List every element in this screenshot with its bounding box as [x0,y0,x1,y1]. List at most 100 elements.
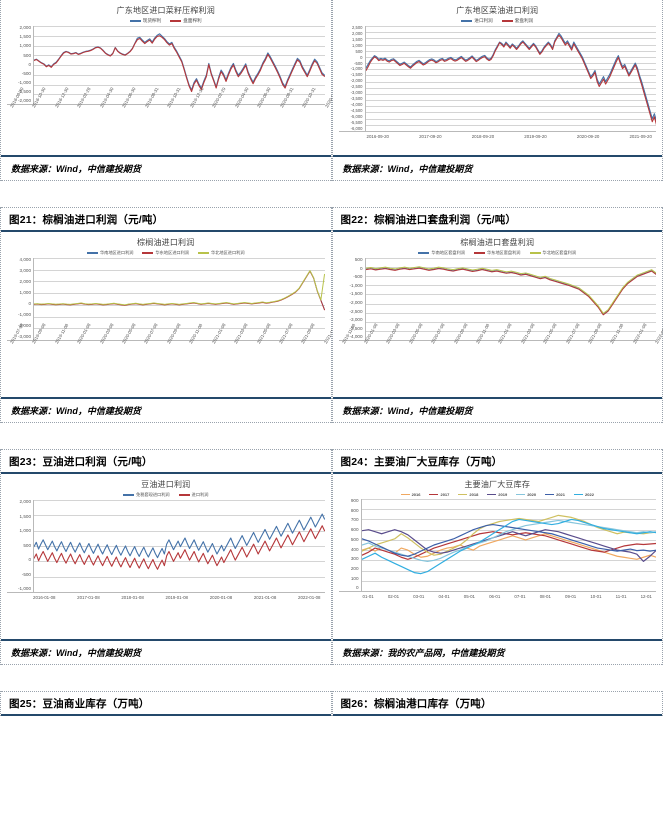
y-tick-label: 700 [350,517,359,523]
gridline [365,118,656,120]
legend-item: 进口利润 [461,18,493,24]
y-tick-label: -4,000 [350,101,363,107]
y-tick-label: 400 [350,546,359,552]
legend-item: 2018 [458,492,478,497]
x-tick-label: 09-01 [565,594,577,599]
series-line [366,35,657,125]
plot-canvas [33,500,325,592]
series-canvas [366,26,657,131]
y-tick-label: 500 [350,536,359,542]
y-tick-label: 0 [360,54,363,60]
y-tick-label: -1,500 [349,291,363,297]
series-canvas [34,26,325,104]
gridline [34,316,325,318]
y-tick-label: 500 [355,48,363,54]
figure-panel-fig20: 广东地区菜油进口利润 进口利润 套盘利润 2,500 2,000 1,500 1,00… [331,0,663,181]
series-line [362,534,657,560]
plot-wrapper: 900 800 700 600 500 400 300 200 100 0 [339,498,657,591]
gridline [361,580,656,582]
gridline [365,258,656,259]
series-line [34,271,325,305]
y-tick-label: 2,000 [19,499,32,504]
y-tick-label: 500 [23,542,31,548]
legend-item: 2021 [545,492,565,497]
x-tick-label: 2019-01-08 [165,595,188,600]
gridline [365,106,656,108]
y-tick-label: 1,000 [352,42,363,48]
series-canvas [362,499,657,591]
gridline [361,499,656,500]
y-tick-label: 500 [23,52,31,58]
y-tick-label: 0 [359,265,363,271]
figure-block-1: 广东地区进口菜籽压榨利润 现货榨利 盘面榨利 2,000 1,500 1,000 50… [0,0,663,181]
figure-header: 图25：豆油商业库存（万吨） [1,691,331,716]
figure-source: 数据来源：我的农产品网，中信建投期货 [332,639,662,665]
gridline [365,87,656,89]
x-tick-label: 02-01 [387,594,400,599]
chart-legend: 华南地区套盘利润 华东地区套盘利润 华北地区套盘利润 [339,250,657,256]
gridline [365,63,656,65]
gridline [34,328,325,330]
gridline [34,65,325,66]
gridline [365,276,656,278]
y-tick-label: -500 [21,70,31,76]
x-tick-label: 2017-09-20 [419,134,442,139]
y-tick-label: 600 [350,527,359,533]
gridline [361,560,656,562]
gridline [34,561,325,563]
gridline [34,258,325,259]
y-tick-label: -2,000 [17,323,31,329]
gridline [34,94,325,96]
figure-header: 图26：棕榈油港口库存（万吨） [332,691,662,716]
chart-legend: 华南地区进口利润 华东地区进口利润 华北地区进口利润 [7,250,325,256]
legend-item: 免税套现进口利润 [123,492,170,498]
figure-panel-fig25: 图25：豆油商业库存（万吨） [0,691,332,716]
figure-header: 图21：棕榈油进口利润（元/吨） [1,207,331,232]
y-axis: 4,000 3,000 2,000 1,000 0 -1,000 -2,000 -3,000 [7,257,33,340]
y-tick-label: -1,000 [17,312,31,318]
y-tick-label: 0 [355,585,359,591]
legend-item: 华东地区进口利润 [142,250,189,256]
plot-canvas [360,499,657,591]
gridline [34,269,325,271]
chart-fig24: 主要油厂大豆库存 2016 2017 2018 2019 2020 2021 2… [333,474,663,639]
y-tick-label: 3,000 [19,268,32,274]
gridline [365,32,656,34]
block-gap [0,423,663,449]
chart-title: 广东地区进口菜籽压榨利润 [116,6,215,15]
legend-item: 2017 [429,492,449,497]
gridline [361,509,656,511]
y-tick-label: -500 [353,274,363,280]
series-line [362,515,657,555]
chart-title: 豆油进口利润 [141,480,191,489]
gridline [34,35,325,37]
legend-item: 华北地区套盘利润 [529,250,576,256]
y-tick-label: 1,000 [19,43,32,49]
series-line [362,519,657,573]
y-tick-label: 200 [350,565,359,571]
y-tick-label: -2,000 [350,78,363,84]
block-gap [0,665,663,691]
x-axis: 2019-11-08 2020-01-08 2020-03-08 2020-05-08… [339,323,663,372]
x-axis: 2018-08-30 2018-10-30 2018-12-30 2019-02-28… [7,87,541,136]
x-tick-label: 2022-01-08 [298,595,321,600]
y-tick-label: 2,500 [352,25,363,30]
x-tick-label: 2021-01-08 [253,595,277,600]
gridline [34,26,325,27]
y-tick-label: 100 [350,575,359,581]
figure-source: 数据来源：Wind，中信建投期货 [332,155,662,181]
legend-item: 华南地区进口利润 [86,250,133,256]
x-tick-label: 2018-09-20 [471,134,495,139]
gridline [34,576,325,578]
y-tick-label: -3,500 [349,325,363,331]
series-line [366,268,657,315]
y-tick-label: 1,500 [352,36,363,42]
y-tick-label: -1,000 [17,586,31,592]
x-tick-label: 2017-01-08 [77,595,100,600]
plot-wrapper: 4,000 3,000 2,000 1,000 0 -1,000 -2,000 -3,000 [7,257,325,340]
figure-block-2: 图21：棕榈油进口利润（元/吨） 棕榈油进口利润 华南地区进口利润 华东地区进口… [0,207,663,423]
legend-item: 华南地区套盘利润 [418,250,465,256]
y-tick-label: 900 [350,498,359,503]
y-tick-label: 1,500 [19,34,32,40]
y-tick-label: 1,500 [19,513,32,519]
